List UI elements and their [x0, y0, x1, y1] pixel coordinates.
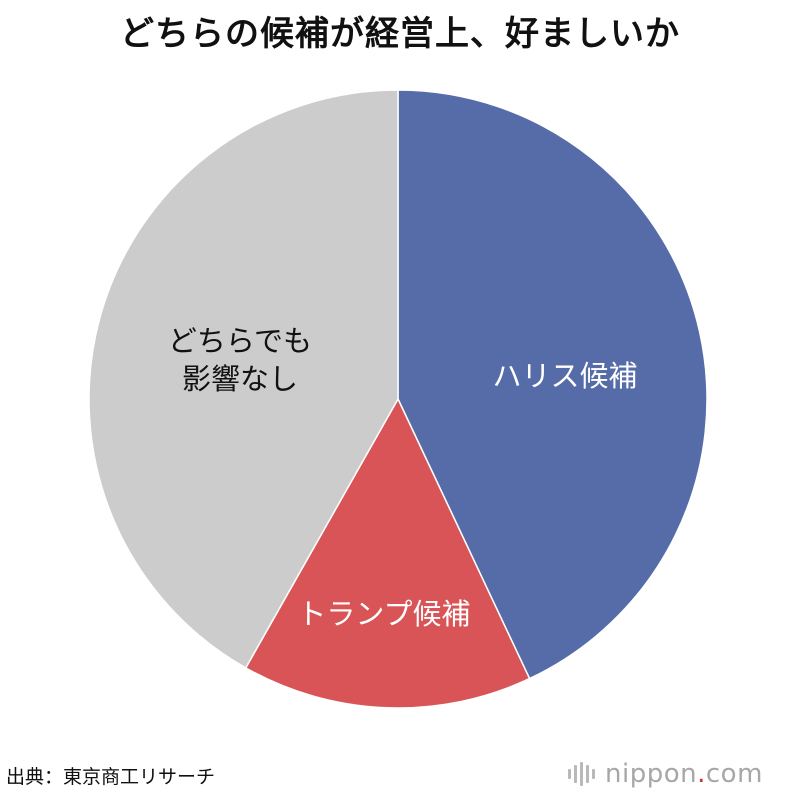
- source-note: 出典：東京商工リサーチ: [6, 766, 216, 788]
- slice-label: ハリス候補: [492, 359, 637, 393]
- pie-slice: [244, 397, 531, 709]
- slice-label: トランプ候補: [297, 597, 470, 631]
- pie-slice: [88, 89, 399, 669]
- brand-tld: com: [705, 759, 763, 789]
- slice-label: どちらでも影響なし: [168, 324, 312, 396]
- chart-title: どちらの候補が経営上、好ましいか: [120, 14, 680, 54]
- nippon-logo: nippon.com: [568, 756, 763, 792]
- brand-name: nippon: [605, 759, 698, 789]
- pie-slice: [397, 89, 708, 680]
- brand-dot: .: [697, 759, 706, 789]
- brand-bars-icon: [568, 762, 595, 786]
